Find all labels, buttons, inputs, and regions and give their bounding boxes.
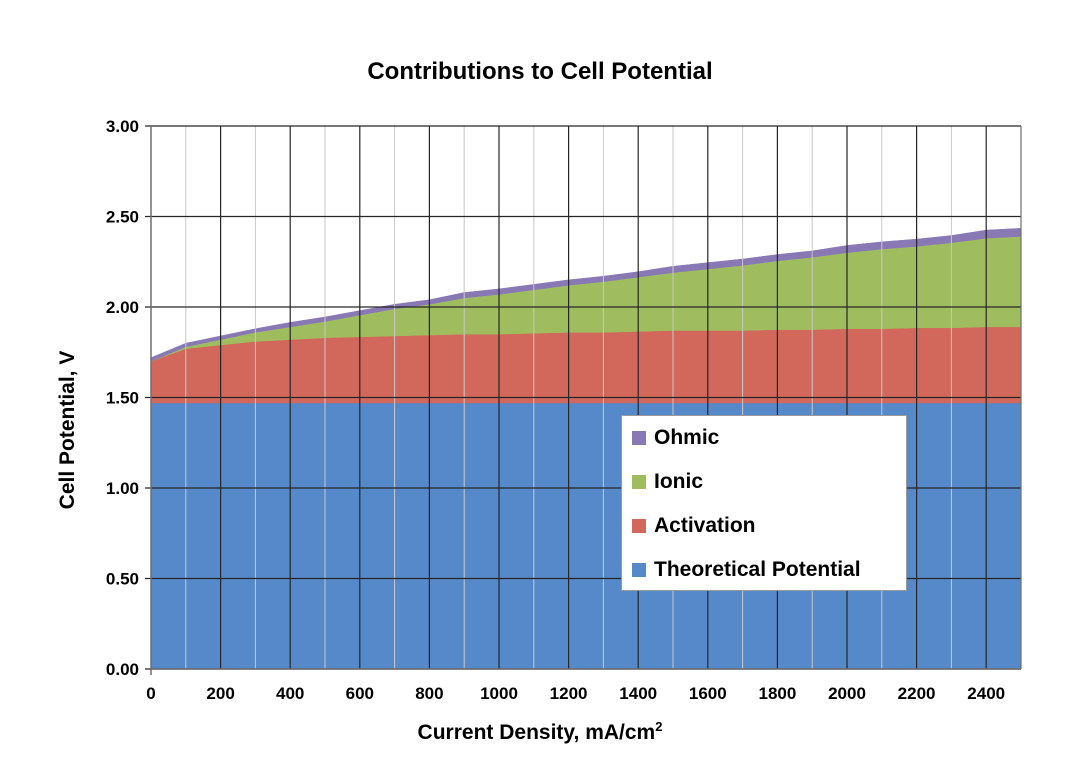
legend-swatch-theoretical-potential [632, 563, 646, 577]
x-tick-label-2200: 2200 [898, 684, 936, 703]
x-tick-label-800: 800 [415, 684, 443, 703]
y-tick-label-1-00: 1.00 [106, 479, 139, 498]
axes [150, 126, 1022, 675]
legend-swatch-activation [632, 519, 646, 533]
x-tick-label-400: 400 [276, 684, 304, 703]
legend-item-theoretical-potential: Theoretical Potential [632, 555, 861, 585]
legend-item-ionic: Ionic [632, 467, 703, 497]
legend-item-ohmic: Ohmic [632, 423, 719, 453]
x-tick-label-600: 600 [346, 684, 374, 703]
x-tick-label-1400: 1400 [619, 684, 657, 703]
x-axis-label-superscript: 2 [655, 719, 663, 734]
y-tick-label-0-50: 0.50 [106, 570, 139, 589]
y-tick-label-2-00: 2.00 [106, 298, 139, 317]
legend-swatch-ionic [632, 475, 646, 489]
y-tick-label-0-00: 0.00 [106, 660, 139, 679]
tick-labels: 0.00 0.50 1.00 1.50 2.00 2.50 3.00 0 200 400 600 80… [106, 117, 1005, 703]
x-tick-label-1000: 1000 [480, 684, 518, 703]
legend-label-theoretical-potential: Theoretical Potential [654, 558, 861, 581]
y-tick-label-2-50: 2.50 [106, 208, 139, 227]
y-tick-label-1-50: 1.50 [106, 389, 139, 408]
legend-label-ohmic: Ohmic [654, 426, 720, 449]
x-tick-label-2000: 2000 [828, 684, 866, 703]
legend-swatch-ohmic [632, 431, 646, 445]
x-axis-label: Current Density, mA/cm2 [0, 719, 1080, 745]
y-tick-label-3-00: 3.00 [106, 117, 139, 136]
x-axis-label-text: Current Density, mA/cm [417, 721, 656, 744]
x-tick-label-2400: 2400 [967, 684, 1005, 703]
x-tick-label-1800: 1800 [758, 684, 796, 703]
x-tick-label-200: 200 [206, 684, 234, 703]
legend-label-ionic: Ionic [654, 470, 704, 493]
legend: Ohmic Ionic Activation Theoretical Potentia… [621, 415, 907, 591]
x-tick-label-0: 0 [146, 684, 155, 703]
x-tick-label-1200: 1200 [550, 684, 588, 703]
legend-label-activation: Activation [654, 514, 756, 537]
chart-title: Contributions to Cell Potential [367, 58, 713, 85]
legend-item-activation: Activation [632, 511, 756, 541]
x-tick-label-1600: 1600 [689, 684, 727, 703]
